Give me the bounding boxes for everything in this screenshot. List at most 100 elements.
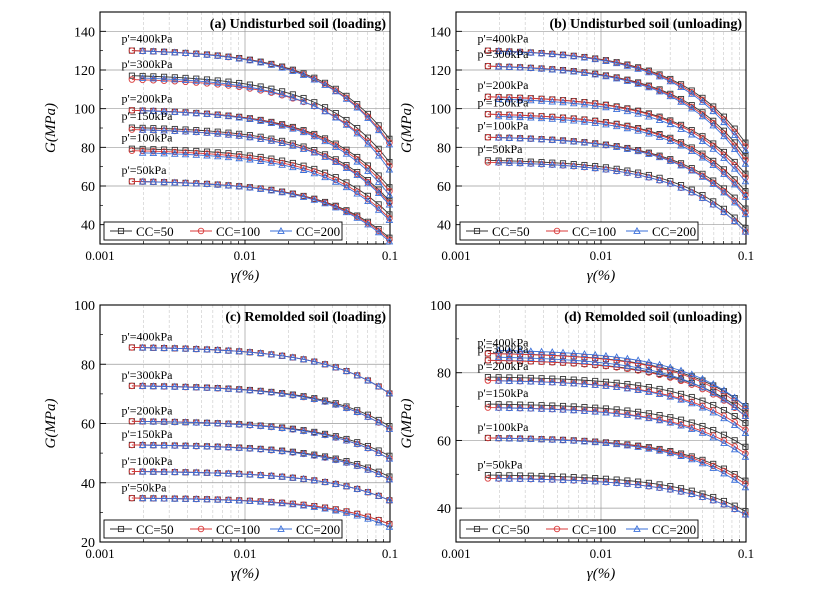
- data-point: [720, 154, 728, 161]
- legend-label: CC=50: [136, 522, 174, 537]
- data-point: [213, 152, 222, 160]
- data-point: [527, 475, 535, 482]
- data-point: [342, 458, 351, 466]
- data-point: [623, 411, 632, 418]
- data-point: [741, 227, 750, 235]
- data-point: [495, 157, 502, 164]
- data-point: [538, 375, 545, 382]
- data-point: [741, 402, 750, 409]
- data-point: [385, 496, 394, 504]
- data-point: [203, 77, 211, 85]
- curve-label: p'=300kPa: [122, 368, 174, 382]
- data-point: [569, 476, 578, 484]
- data-point: [353, 103, 361, 111]
- data-point: [698, 428, 707, 436]
- data-point: [645, 479, 652, 486]
- data-point: [203, 418, 211, 426]
- data-point: [548, 378, 557, 386]
- data-point: [623, 61, 632, 69]
- data-point: [623, 76, 632, 84]
- x-tick-label: 0.001: [441, 546, 470, 561]
- data-point: [289, 163, 297, 171]
- data-point: [569, 379, 578, 387]
- data-point: [655, 483, 664, 491]
- data-point: [181, 441, 190, 449]
- data-point: [688, 424, 696, 431]
- data-point: [623, 124, 632, 132]
- curve-group: [128, 106, 394, 198]
- data-point: [655, 416, 664, 424]
- curve-group: [484, 471, 750, 518]
- data-point: [645, 358, 653, 366]
- data-point: [267, 471, 276, 479]
- data-point: [698, 112, 707, 120]
- data-point: [171, 146, 178, 154]
- data-point: [385, 200, 394, 208]
- y-tick-label: 100: [74, 299, 95, 314]
- data-point: [192, 49, 201, 57]
- data-point: [720, 414, 728, 422]
- data-point: [278, 90, 286, 98]
- data-point: [505, 95, 514, 103]
- data-point: [311, 99, 318, 106]
- data-point: [527, 112, 535, 120]
- data-point: [257, 155, 264, 163]
- data-point: [709, 496, 717, 504]
- data-point: [149, 441, 158, 449]
- data-point: [289, 93, 297, 101]
- data-point: [645, 83, 653, 91]
- x-tick-label: 0.001: [441, 248, 470, 263]
- data-point: [138, 148, 147, 156]
- data-point: [666, 120, 675, 128]
- data-point: [149, 126, 158, 134]
- y-tick-label: 140: [430, 25, 451, 40]
- data-point: [182, 149, 189, 156]
- data-point: [709, 180, 717, 187]
- data-point: [580, 437, 589, 445]
- data-point: [321, 107, 329, 115]
- data-point: [516, 404, 524, 412]
- data-point: [364, 139, 372, 147]
- data-point: [516, 94, 524, 102]
- data-point: [149, 494, 158, 502]
- x-tick-label: 0.1: [382, 546, 398, 561]
- data-point: [171, 494, 179, 502]
- data-point: [192, 495, 201, 503]
- curve-group: [484, 110, 750, 200]
- data-point: [742, 477, 749, 484]
- data-point: [559, 402, 567, 410]
- data-point: [742, 191, 749, 199]
- curve-label: p'=100kPa: [122, 130, 174, 144]
- data-point: [203, 180, 211, 187]
- data-point: [193, 149, 200, 157]
- series-line-cc-100: [131, 79, 390, 167]
- data-point: [332, 176, 340, 184]
- data-point: [128, 72, 135, 79]
- data-point: [516, 474, 524, 482]
- data-point: [612, 440, 621, 448]
- data-point: [612, 409, 621, 417]
- data-point: [677, 83, 685, 91]
- data-point: [527, 95, 535, 102]
- data-point: [364, 513, 372, 520]
- data-point: [332, 433, 340, 441]
- data-point: [505, 434, 514, 442]
- data-point: [236, 151, 243, 158]
- data-point: [332, 506, 340, 514]
- data-point: [666, 363, 675, 371]
- data-point: [505, 133, 514, 141]
- data-point: [634, 170, 642, 178]
- data-point: [613, 406, 620, 413]
- data-point: [569, 349, 578, 357]
- data-point: [548, 355, 557, 362]
- data-point: [321, 152, 329, 160]
- data-point: [364, 197, 372, 204]
- panel-title: (b) Undisturbed soil (unloading): [549, 17, 742, 32]
- data-point: [591, 358, 599, 365]
- curve-group: [128, 417, 394, 462]
- data-point: [569, 52, 578, 60]
- data-point: [364, 178, 372, 186]
- data-point: [699, 490, 706, 497]
- data-point: [517, 374, 524, 381]
- data-point: [484, 350, 492, 357]
